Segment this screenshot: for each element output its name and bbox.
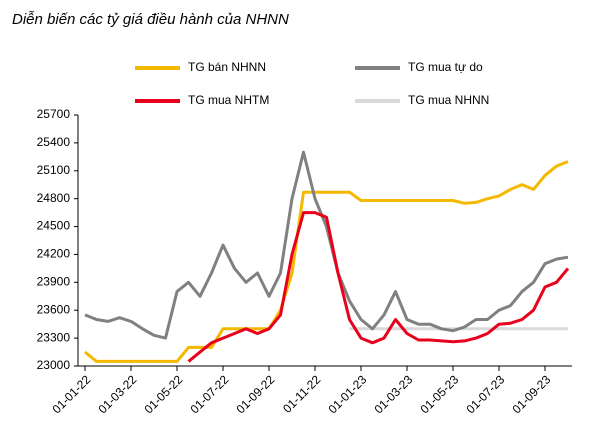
x-tick-label: 01-01-22 <box>49 372 93 416</box>
line-series <box>84 160 569 363</box>
legend-label: TG mua NHNN <box>408 93 489 107</box>
x-tick-label: 01-11-22 <box>280 372 323 415</box>
y-tick-label: 24500 <box>37 219 71 233</box>
x-tick-label: 01-03-23 <box>371 372 415 416</box>
y-tick-label: 23900 <box>37 275 71 289</box>
y-tick-label: 25100 <box>37 163 71 177</box>
x-tick-label: 01-07-23 <box>463 372 507 416</box>
x-tick-label: 01-07-22 <box>187 372 231 416</box>
y-tick-label: 25700 <box>37 107 71 121</box>
x-tick-label: 01-05-22 <box>141 372 185 416</box>
chart-title: Diễn biến các tỷ giá điều hành của NHNN <box>12 11 289 28</box>
y-tick-label: 23600 <box>37 302 71 316</box>
y-tick-label: 24200 <box>37 247 71 261</box>
line-series <box>187 211 570 363</box>
x-tick-label: 01-03-22 <box>95 372 139 416</box>
line-series <box>84 150 569 340</box>
x-tick-label: 01-05-23 <box>417 372 461 416</box>
x-tick-label: 01-09-22 <box>233 372 277 416</box>
x-tick-label: 01-09-23 <box>509 372 553 416</box>
y-tick-label: 23300 <box>37 330 71 344</box>
legend-label: TG mua NHTM <box>188 93 269 107</box>
legend-label: TG bán NHNN <box>188 60 266 74</box>
y-tick-label: 23000 <box>37 358 71 372</box>
legend-label: TG mua tự do <box>408 60 483 74</box>
x-tick-label: 01-01-23 <box>325 372 369 416</box>
y-tick-label: 25400 <box>37 135 71 149</box>
y-tick-label: 24800 <box>37 191 71 205</box>
